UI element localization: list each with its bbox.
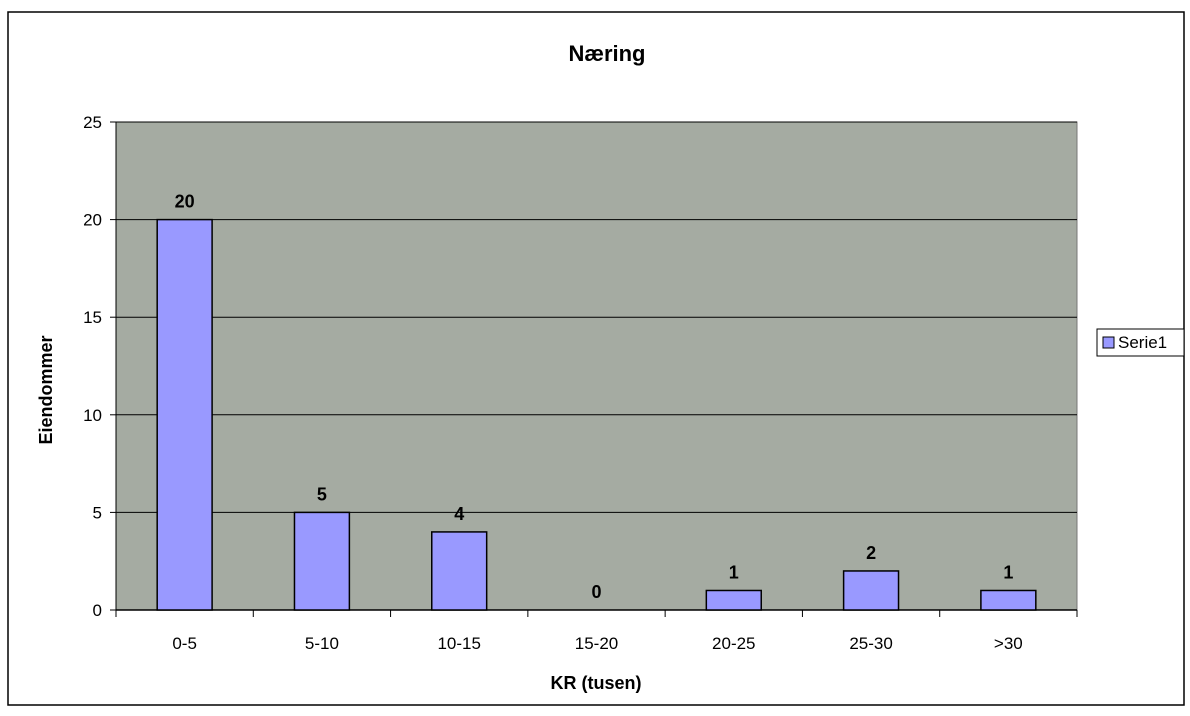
legend: Serie1 — [1096, 328, 1185, 357]
legend-label: Serie1 — [1118, 333, 1167, 352]
x-tick-label: 10-15 — [437, 634, 480, 653]
x-tick-label: 25-30 — [849, 634, 892, 653]
data-label: 0 — [591, 582, 601, 602]
x-tick-label: 5-10 — [305, 634, 339, 653]
data-label: 5 — [317, 484, 327, 504]
data-label: 2 — [866, 543, 876, 563]
legend-swatch — [1102, 336, 1115, 349]
data-labels: 20 5 4 0 1 2 1 — [175, 192, 1014, 602]
data-label: 1 — [1003, 562, 1013, 582]
y-tick-label: 15 — [83, 308, 102, 327]
chart-title: Næring — [569, 41, 646, 66]
y-tick-label: 5 — [93, 503, 102, 522]
bar — [705, 589, 762, 611]
bar — [293, 511, 351, 611]
x-tick-label: >30 — [994, 634, 1023, 653]
y-axis-label: Eiendommer — [36, 335, 56, 444]
y-tick-label: 10 — [83, 406, 102, 425]
bar — [980, 589, 1037, 611]
bars — [156, 218, 1037, 611]
x-axis-label: KR (tusen) — [551, 673, 642, 693]
x-tick-label: 15-20 — [575, 634, 618, 653]
data-label: 20 — [175, 192, 195, 212]
x-axis: 0-5 5-10 10-15 15-20 20-25 25-30 >30 — [115, 609, 1078, 653]
y-axis: 0 5 10 15 20 25 — [83, 113, 117, 620]
y-tick-label: 20 — [83, 211, 102, 230]
x-tick-label: 20-25 — [712, 634, 755, 653]
y-tick-label: 0 — [93, 601, 102, 620]
data-label: 1 — [729, 562, 739, 582]
bar — [431, 531, 488, 611]
x-tick-label: 0-5 — [172, 634, 197, 653]
data-label: 4 — [454, 504, 464, 524]
gridlines — [116, 121, 1077, 513]
bar — [156, 218, 213, 611]
y-tick-label: 25 — [83, 113, 102, 132]
bar — [842, 570, 900, 611]
plot-area — [115, 121, 1078, 611]
